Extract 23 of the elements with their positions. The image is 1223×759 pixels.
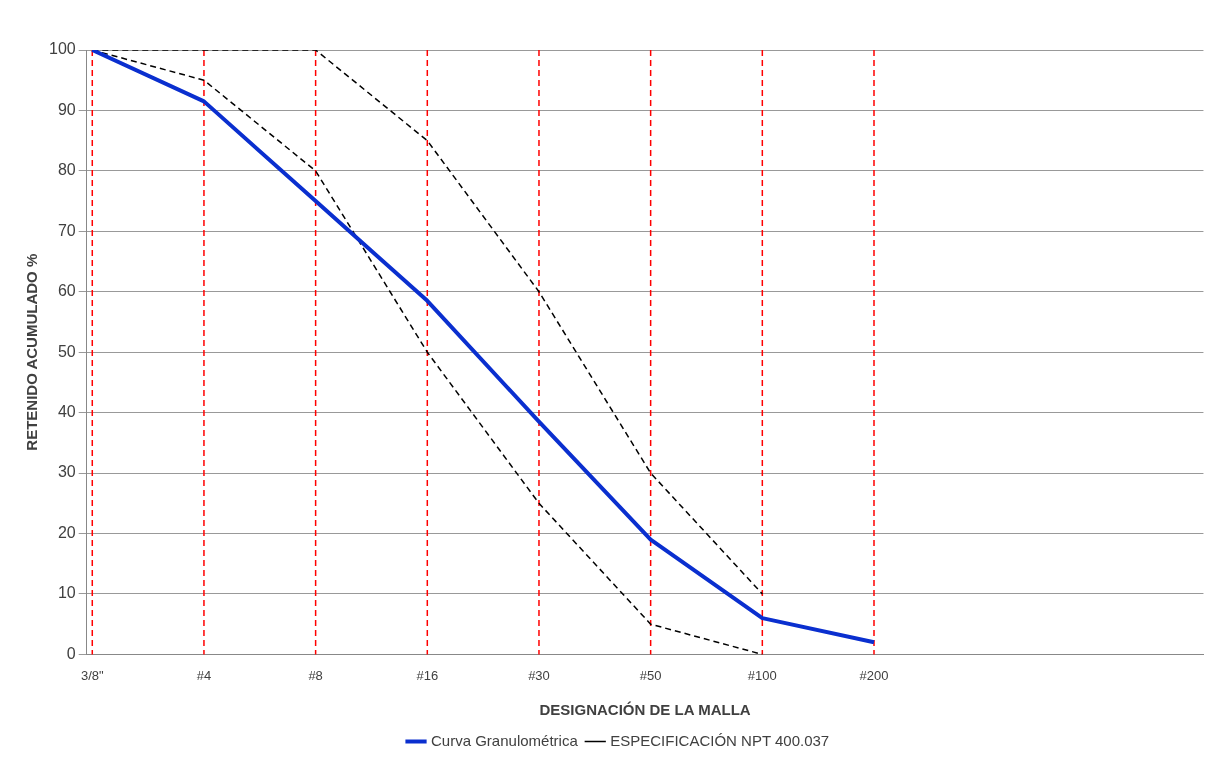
x-tick-label: #30 bbox=[528, 667, 550, 683]
y-tick-label: 10 bbox=[57, 584, 76, 602]
x-tick-label: 3/8" bbox=[80, 667, 105, 683]
x-tick-label: #200 bbox=[859, 667, 889, 683]
y-tick-label: 80 bbox=[57, 161, 76, 179]
x-tick-label: #50 bbox=[639, 667, 662, 683]
y-tick-label: 70 bbox=[57, 221, 76, 239]
y-tick-label: 50 bbox=[57, 342, 76, 360]
x-tick-label: #100 bbox=[747, 667, 777, 683]
x-tick-label: #4 bbox=[196, 667, 212, 683]
y-tick-label: 30 bbox=[57, 463, 76, 481]
y-axis-title: RETENIDO ACUMULADO % bbox=[23, 253, 41, 451]
y-tick-label: 60 bbox=[57, 282, 76, 300]
y-tick-label: 90 bbox=[57, 100, 76, 118]
y-tick-label: 100 bbox=[48, 40, 76, 58]
x-tick-label: #8 bbox=[308, 667, 323, 683]
legend-label: ESPECIFICACIÓN NPT 400.037 bbox=[610, 731, 830, 749]
x-tick-label: #16 bbox=[416, 667, 439, 683]
y-tick-label: 40 bbox=[57, 403, 76, 421]
y-tick-label: 20 bbox=[57, 523, 76, 541]
x-axis-title: DESIGNACIÓN DE LA MALLA bbox=[539, 701, 751, 719]
y-tick-label: 0 bbox=[66, 644, 76, 662]
legend-label: Curva Granulométrica bbox=[431, 731, 579, 749]
